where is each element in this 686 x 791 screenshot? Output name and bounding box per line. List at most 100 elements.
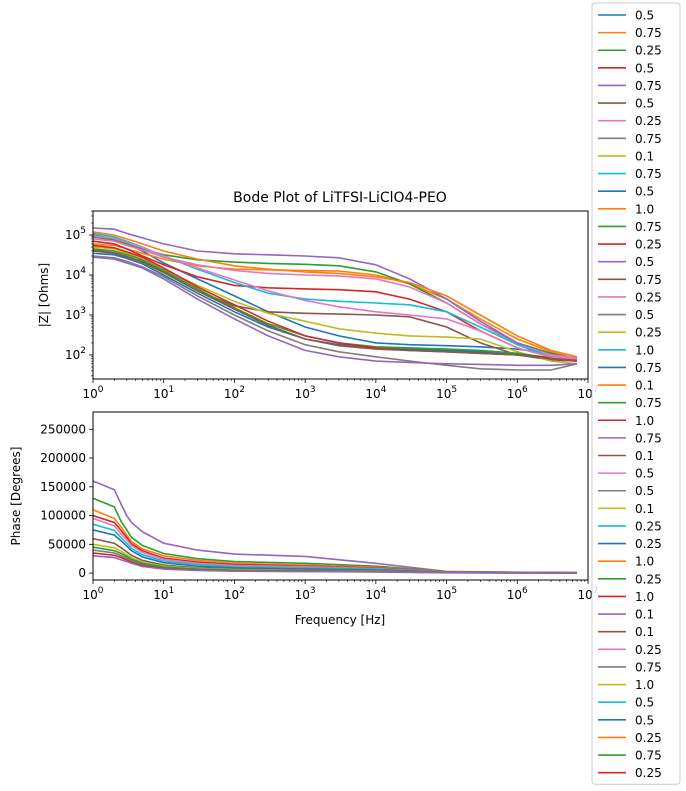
magnitude-x-tick-label-0: 100	[82, 385, 103, 401]
magnitude-series-line-15	[93, 249, 578, 362]
phase-y-tick-label-1: 50000	[48, 537, 86, 551]
legend-label: 0.75	[635, 26, 662, 40]
phase-y-tick-label-0: 0	[78, 566, 86, 580]
legend-label: 0.1	[635, 625, 654, 639]
phase-x-tick-label-6: 106	[507, 586, 528, 602]
phase-x-tick-label-0: 100	[82, 586, 103, 602]
magnitude-x-tick-label-2: 102	[224, 385, 245, 401]
phase-x-tick-label-4: 104	[365, 586, 386, 602]
legend-label: 0.25	[635, 114, 662, 128]
legend-label: 0.75	[635, 431, 662, 445]
phase-y-tick-label-4: 200000	[40, 451, 86, 465]
magnitude-series-line-7	[93, 255, 578, 371]
legend-label: 0.25	[635, 572, 662, 586]
magnitude-series-line-16	[93, 235, 578, 360]
phase-panel: 1001011021031041051061070500001000001500…	[9, 411, 599, 627]
legend-label: 0.5	[635, 61, 654, 75]
legend-label: 1.0	[635, 202, 654, 216]
magnitude-x-tick-label-6: 106	[507, 385, 528, 401]
magnitude-y-axis-label: |Z| [Ohms]	[37, 263, 51, 327]
magnitude-x-tick-label-1: 101	[153, 385, 174, 401]
legend-item: 0.25	[598, 114, 662, 128]
legend-label: 0.75	[635, 396, 662, 410]
legend-item: 0.5	[598, 713, 654, 727]
magnitude-series-line-9	[93, 232, 578, 361]
legend-label: 0.5	[635, 696, 654, 710]
legend-item: 1.0	[598, 414, 654, 428]
legend-item: 0.75	[598, 26, 662, 40]
phase-x-axis-label: Frequency [Hz]	[295, 613, 386, 627]
magnitude-y-tick-label-1: 103	[65, 306, 86, 322]
legend-item: 0.75	[598, 431, 662, 445]
legend-label: 1.0	[635, 678, 654, 692]
legend-item: 0.5	[598, 97, 654, 111]
legend-label: 1.0	[635, 590, 654, 604]
legend-label: 0.5	[635, 484, 654, 498]
legend: 0.5 0.75 0.25 0.5 0.75 0.5 0.25 0.75 0.1 0.75 0.5 1…	[591, 2, 681, 785]
legend-label: 0.25	[635, 44, 662, 58]
legend-item: 0.5	[598, 255, 654, 269]
legend-item: 0.1	[598, 608, 654, 622]
legend-item: 0.5	[598, 467, 654, 481]
legend-item: 1.0	[598, 343, 654, 357]
legend-item: 1.0	[598, 590, 654, 604]
magnitude-y-tick-label-0: 102	[65, 346, 86, 362]
phase-y-axis-label: Phase [Degrees]	[9, 447, 23, 546]
legend-label: 0.5	[635, 308, 654, 322]
legend-label: 0.25	[635, 519, 662, 533]
magnitude-series-line-4	[93, 227, 578, 360]
magnitude-series-line-6	[93, 238, 578, 359]
legend-item: 0.25	[598, 766, 662, 780]
magnitude-series-line-14	[93, 256, 578, 367]
legend-label: 0.75	[635, 660, 662, 674]
legend-label: 0.25	[635, 766, 662, 780]
phase-x-tick-label-1: 101	[153, 586, 174, 602]
legend-label: 0.5	[635, 255, 654, 269]
legend-label: 0.25	[635, 238, 662, 252]
legend-item: 0.5	[598, 484, 654, 498]
legend-item: 0.75	[598, 273, 662, 287]
legend-item: 0.25	[598, 238, 662, 252]
phase-series-line-12	[93, 555, 578, 574]
legend-label: 0.5	[635, 97, 654, 111]
legend-item: 0.75	[598, 396, 662, 410]
legend-label: 0.75	[635, 749, 662, 763]
legend-item: 0.25	[598, 326, 662, 340]
legend-item: 1.0	[598, 202, 654, 216]
legend-item: 0.75	[598, 79, 662, 93]
legend-item: 0.25	[598, 290, 662, 304]
phase-axes-frame	[92, 411, 589, 581]
magnitude-ticks: 100101102103104105106107102103104105	[65, 210, 599, 401]
legend-label: 0.25	[635, 643, 662, 657]
legend-label: 0.1	[635, 608, 654, 622]
legend-label: 0.75	[635, 167, 662, 181]
legend-item: 0.1	[598, 449, 654, 463]
legend-label: 0.75	[635, 132, 662, 146]
magnitude-series-line-0	[93, 234, 578, 360]
magnitude-series-line-8	[93, 246, 578, 365]
legend-item: 0.75	[598, 167, 662, 181]
legend-item: 0.75	[598, 749, 662, 763]
magnitude-y-tick-label-2: 104	[65, 266, 86, 282]
legend-item: 0.5	[598, 185, 654, 199]
legend-item: 0.1	[598, 625, 654, 639]
legend-item: 0.1	[598, 149, 654, 163]
legend-label: 0.1	[635, 449, 654, 463]
legend-item: 0.1	[598, 502, 654, 516]
legend-label: 0.1	[635, 149, 654, 163]
legend-label: 0.5	[635, 185, 654, 199]
legend-item: 0.25	[598, 731, 662, 745]
legend-label: 0.1	[635, 379, 654, 393]
legend-item: 0.25	[598, 537, 662, 551]
legend-label: 0.5	[635, 713, 654, 727]
legend-item: 0.25	[598, 519, 662, 533]
phase-series-group	[93, 480, 578, 574]
magnitude-series-line-1	[93, 243, 578, 360]
phase-x-tick-label-3: 103	[295, 586, 316, 602]
legend-item: 0.25	[598, 44, 662, 58]
magnitude-panel: 100101102103104105106107102103104105 |Z|…	[37, 210, 599, 401]
legend-item: 0.1	[598, 379, 654, 393]
legend-label: 0.5	[635, 467, 654, 481]
phase-y-tick-label-3: 150000	[40, 480, 86, 494]
legend-item: 0.75	[598, 660, 662, 674]
